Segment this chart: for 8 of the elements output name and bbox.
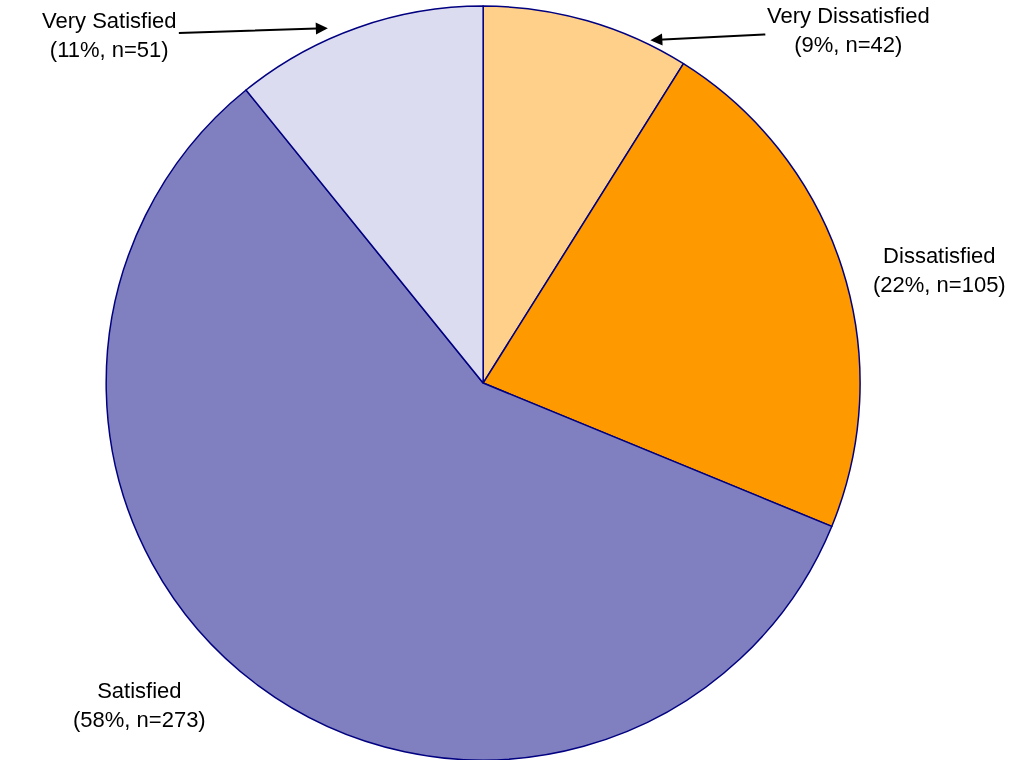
data-label: (22%, n=105) xyxy=(873,271,1006,297)
data-label: (58%, n=273) xyxy=(73,706,206,732)
slice-label: Very Satisfied xyxy=(42,8,177,33)
slice-label: Very Dissatisfied xyxy=(767,3,930,28)
data-label: (9%, n=42) xyxy=(794,31,903,57)
data-label: (11%, n=51) xyxy=(49,36,169,62)
slice-label: Dissatisfied xyxy=(883,243,996,268)
slice-label: Satisfied xyxy=(97,678,182,703)
